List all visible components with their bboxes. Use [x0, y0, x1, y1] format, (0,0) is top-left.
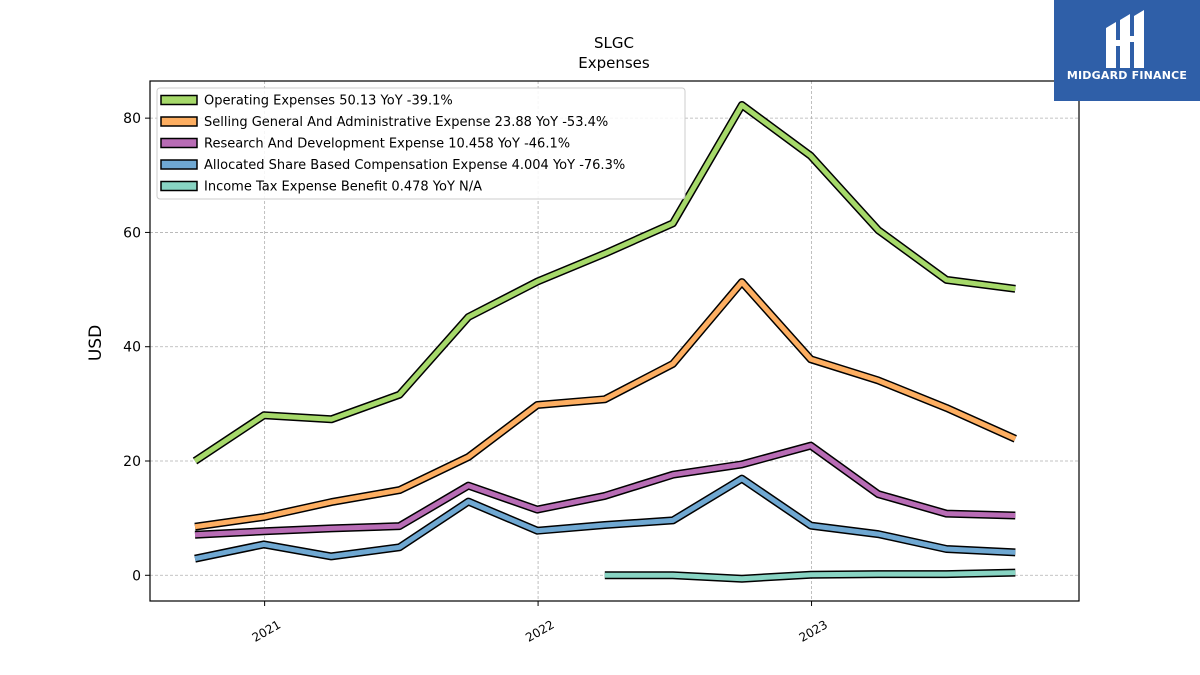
- brand-logo: MIDGARD FINANCE: [1054, 0, 1200, 101]
- chart-subtitle: Expenses: [578, 54, 650, 72]
- legend-swatch: [160, 180, 198, 192]
- series-line: [194, 474, 1016, 563]
- series-line: [194, 441, 1016, 539]
- plot-frame: [149, 80, 1080, 602]
- series-line-core: [604, 570, 1016, 582]
- legend-swatch: [160, 137, 198, 149]
- series-line-core: [193, 102, 1016, 464]
- series-line-core: [194, 279, 1017, 530]
- series-line-outline: [194, 474, 1016, 563]
- y-tick-label: 20: [123, 454, 141, 470]
- legend-label: Income Tax Expense Benefit 0.478 YoY N/A: [204, 180, 482, 195]
- legend-box: [156, 87, 686, 200]
- series-line-outline: [194, 278, 1017, 531]
- series-line-core: [194, 476, 1016, 562]
- brand-name: MIDGARD FINANCE: [1066, 69, 1188, 82]
- legend-label: Allocated Share Based Compensation Expen…: [204, 158, 625, 173]
- x-tick-label: 2023: [797, 617, 830, 644]
- series-line-core: [194, 443, 1016, 538]
- brand-mark-icon: [1106, 10, 1144, 68]
- y-tick-label: 40: [123, 340, 141, 356]
- legend-swatch: [160, 159, 198, 170]
- legend-swatch: [160, 94, 198, 106]
- y-tick-label: 80: [123, 111, 141, 127]
- legend-label: Selling General And Administrative Expen…: [204, 115, 608, 130]
- x-tick-label: 2021: [250, 617, 283, 644]
- y-tick-label: 60: [123, 225, 141, 241]
- chart-title: SLGC: [594, 34, 634, 52]
- series-line: [192, 101, 1016, 465]
- series-line: [604, 568, 1016, 583]
- x-tick-label: 2022: [523, 617, 556, 644]
- y-axis-label: USD: [86, 325, 106, 361]
- series-line: [194, 278, 1017, 531]
- legend-label: Research And Development Expense 10.458 …: [204, 137, 570, 152]
- y-tick-label: 0: [132, 568, 141, 584]
- legend: Operating Expenses 50.13 YoY -39.1% Selli…: [156, 87, 686, 200]
- series-layer: [192, 101, 1017, 583]
- legend-label: Operating Expenses 50.13 YoY -39.1%: [204, 94, 453, 109]
- legend-swatch: [160, 116, 198, 127]
